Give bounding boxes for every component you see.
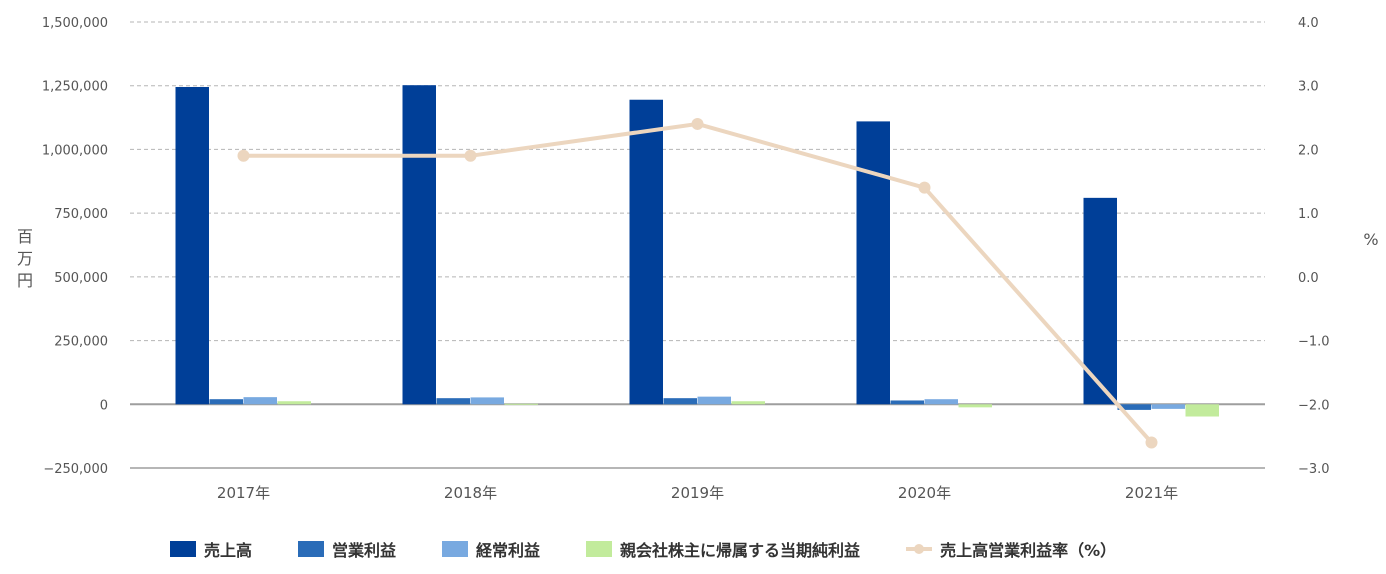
left-tick-label: 250,000 bbox=[54, 335, 108, 350]
bar[interactable] bbox=[856, 121, 891, 405]
line-point[interactable] bbox=[691, 117, 704, 130]
left-tick-label: 1,500,000 bbox=[42, 16, 108, 31]
line-point[interactable] bbox=[237, 149, 250, 162]
legend-swatch-ordinary-profit bbox=[442, 541, 469, 557]
legend-swatch-sales bbox=[170, 541, 196, 557]
bar[interactable] bbox=[243, 397, 278, 405]
x-axis-ticks: 2017年 2018年 2019年 2020年 2021年 bbox=[217, 484, 1178, 502]
line-point[interactable] bbox=[1145, 436, 1158, 449]
legend-label-sales: 売上高 bbox=[204, 541, 253, 560]
bar[interactable] bbox=[504, 403, 539, 405]
left-tick-label: 1,250,000 bbox=[42, 80, 108, 95]
right-tick-label: 1.0 bbox=[1298, 207, 1319, 222]
right-tick-label: 4.0 bbox=[1298, 16, 1319, 31]
bar[interactable] bbox=[402, 85, 437, 405]
bar[interactable] bbox=[209, 399, 244, 405]
legend-label-net-income: 親会社株主に帰属する当期純利益 bbox=[620, 541, 861, 560]
bar[interactable] bbox=[629, 99, 664, 405]
bar[interactable] bbox=[175, 86, 210, 405]
legend-item-ordinary-profit[interactable]: 経常利益 bbox=[442, 537, 540, 561]
bar[interactable] bbox=[890, 400, 925, 405]
right-tick-label: 3.0 bbox=[1298, 80, 1319, 95]
line-path bbox=[243, 121, 1153, 444]
bar[interactable] bbox=[924, 399, 959, 405]
left-tick-label: 500,000 bbox=[54, 271, 108, 286]
bar[interactable] bbox=[1151, 404, 1186, 409]
chart: −250,000 0 250,000 500,000 750,000 1,000,000 1… bbox=[17, 16, 1379, 502]
legend-item-net-income[interactable]: 親会社株主に帰属する当期純利益 bbox=[586, 537, 860, 561]
bars bbox=[175, 85, 1220, 417]
gridlines bbox=[130, 21, 1265, 469]
x-tick-label: 2019年 bbox=[671, 484, 724, 502]
left-tick-label: 750,000 bbox=[54, 207, 108, 222]
bar[interactable] bbox=[958, 404, 993, 408]
left-tick-label: 0 bbox=[100, 398, 108, 413]
left-tick-label: −250,000 bbox=[43, 462, 108, 477]
right-axis-title: % bbox=[1363, 230, 1378, 249]
bar[interactable] bbox=[697, 396, 732, 405]
legend-item-margin[interactable]: 売上高営業利益率（%） bbox=[906, 537, 1116, 561]
legend-swatch-net-income bbox=[586, 541, 613, 557]
legend-label-margin: 売上高営業利益率（%） bbox=[940, 541, 1117, 560]
right-tick-label: −3.0 bbox=[1298, 462, 1330, 477]
axis-titles: 百万円 % bbox=[17, 227, 1379, 290]
line-point[interactable] bbox=[918, 181, 931, 194]
bar[interactable] bbox=[1117, 404, 1152, 410]
left-tick-label: 1,000,000 bbox=[42, 143, 108, 158]
right-tick-label: −1.0 bbox=[1298, 335, 1330, 350]
x-tick-label: 2017年 bbox=[217, 484, 270, 502]
legend-swatch-margin bbox=[906, 541, 933, 557]
left-axis-title: 百万円 bbox=[17, 227, 33, 290]
legend-swatch-operating-profit bbox=[298, 541, 325, 557]
left-axis-ticks: −250,000 0 250,000 500,000 750,000 1,000,000 1… bbox=[42, 16, 108, 477]
x-tick-label: 2020年 bbox=[898, 484, 951, 502]
x-tick-label: 2021年 bbox=[1125, 484, 1178, 502]
bar[interactable] bbox=[731, 401, 766, 405]
line-point[interactable] bbox=[464, 149, 477, 162]
bar[interactable] bbox=[470, 397, 505, 405]
bar[interactable] bbox=[663, 398, 698, 405]
bar[interactable] bbox=[277, 401, 312, 405]
right-tick-label: 0.0 bbox=[1298, 271, 1319, 286]
bar[interactable] bbox=[1185, 404, 1220, 417]
line-series bbox=[237, 117, 1158, 449]
bar[interactable] bbox=[436, 398, 471, 405]
right-axis-ticks: −3.0 −2.0 −1.0 0.0 1.0 2.0 3.0 4.0 bbox=[1298, 16, 1330, 477]
legend-item-sales[interactable]: 売上高 bbox=[170, 537, 252, 561]
legend: 売上高 営業利益 経常利益 親会社株主に帰属する当期純利益 売上高営業利益率（%… bbox=[170, 536, 1116, 562]
right-tick-label: −2.0 bbox=[1298, 398, 1330, 413]
x-tick-label: 2018年 bbox=[444, 484, 497, 502]
legend-item-operating-profit[interactable]: 営業利益 bbox=[298, 537, 396, 561]
right-tick-label: 2.0 bbox=[1298, 143, 1319, 158]
legend-label-operating-profit: 営業利益 bbox=[332, 541, 397, 560]
legend-label-ordinary-profit: 経常利益 bbox=[476, 541, 541, 560]
